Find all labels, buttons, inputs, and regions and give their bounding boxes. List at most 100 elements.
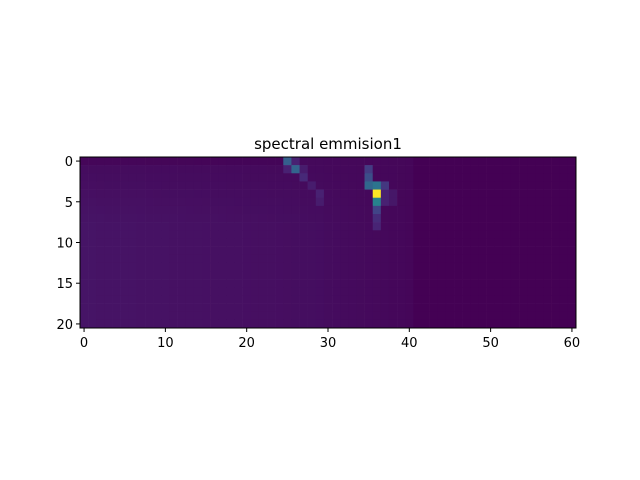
heatmap-cell [218, 311, 227, 321]
y-tick-label: 5 [65, 196, 73, 211]
heatmap-cell [567, 254, 577, 264]
heatmap-cell [429, 246, 439, 256]
heatmap-cell [128, 222, 138, 231]
heatmap-cell [486, 279, 495, 288]
heatmap-cell [454, 205, 463, 215]
heatmap-cell [348, 189, 357, 199]
heatmap-cell [332, 165, 341, 174]
heatmap-cell [445, 279, 455, 288]
heatmap-cell [429, 181, 439, 190]
heatmap-cell [210, 165, 219, 174]
heatmap-cell [291, 173, 300, 182]
heatmap-cell [527, 262, 536, 272]
heatmap-cell [340, 238, 349, 247]
heatmap-cell [437, 230, 447, 239]
heatmap-cell [201, 311, 211, 321]
heatmap-cell [136, 205, 146, 215]
heatmap-cell [283, 254, 292, 264]
heatmap-cell [177, 303, 186, 313]
heatmap-cell [388, 189, 398, 199]
heatmap-cell [112, 271, 121, 280]
heatmap-cell [80, 279, 89, 288]
heatmap-cell [494, 173, 504, 182]
heatmap-cell [413, 319, 422, 329]
heatmap-cell [267, 246, 276, 256]
heatmap-cell [234, 246, 243, 256]
heatmap-cell [161, 173, 170, 182]
heatmap-cell [267, 262, 276, 272]
heatmap-cell [397, 238, 406, 247]
heatmap-cell [153, 319, 162, 329]
heatmap-cell [242, 230, 252, 239]
heatmap-cell [340, 222, 349, 231]
heatmap-cell [413, 303, 422, 313]
heatmap-cell [104, 214, 113, 223]
heatmap-cell [104, 197, 113, 207]
heatmap-cell [104, 238, 113, 247]
heatmap-cell [551, 189, 561, 199]
heatmap-cell [275, 319, 284, 329]
heatmap-cell [551, 205, 561, 215]
heatmap-cell [413, 157, 422, 166]
heatmap-cell [543, 262, 552, 272]
heatmap-cell [299, 214, 308, 223]
heatmap-cell [462, 189, 471, 199]
heatmap-cell [283, 165, 292, 174]
heatmap-cell [527, 157, 536, 166]
heatmap-cell [454, 230, 463, 239]
heatmap-cell [372, 157, 382, 166]
heatmap-cell [193, 246, 203, 256]
heatmap-cell [454, 214, 463, 223]
heatmap-cell [80, 271, 89, 280]
heatmap-cell [136, 254, 146, 264]
heatmap-cell [307, 295, 317, 304]
heatmap-cell [486, 189, 495, 199]
heatmap-cell [307, 319, 317, 329]
heatmap-cell [510, 246, 520, 256]
heatmap-cell [299, 262, 308, 272]
heatmap-cell [364, 165, 374, 174]
heatmap-cell [218, 157, 227, 166]
heatmap-cell [486, 303, 495, 313]
heatmap-cell [104, 303, 113, 313]
heatmap-cell [226, 197, 235, 207]
heatmap-cell [494, 246, 504, 256]
heatmap-cell [356, 287, 365, 296]
heatmap-cell [437, 189, 447, 199]
heatmap-cell [559, 303, 569, 313]
heatmap-cell [185, 295, 195, 304]
heatmap-cell [429, 295, 439, 304]
heatmap-cell [299, 222, 308, 231]
heatmap-cell [210, 238, 219, 247]
heatmap-cell [120, 246, 130, 256]
heatmap-cell [145, 205, 154, 215]
heatmap-cell [267, 254, 276, 264]
heatmap-cell [112, 287, 121, 296]
heatmap-cell [88, 181, 97, 190]
heatmap-cell [478, 222, 487, 231]
heatmap-cell [250, 319, 260, 329]
heatmap-cell [543, 181, 552, 190]
heatmap-cell [470, 246, 479, 256]
heatmap-cell [210, 303, 219, 313]
heatmap-cell [96, 271, 105, 280]
heatmap-cell [519, 205, 528, 215]
heatmap-cell [242, 214, 252, 223]
heatmap-cell [275, 230, 284, 239]
heatmap-cell [429, 222, 439, 231]
heatmap-cell [510, 205, 520, 215]
heatmap-cell [307, 230, 317, 239]
heatmap-cell [445, 295, 455, 304]
heatmap-cell [397, 197, 406, 207]
heatmap-cell [104, 173, 113, 182]
heatmap-cell [161, 214, 170, 223]
heatmap-cell [551, 197, 561, 207]
heatmap-cell [551, 181, 561, 190]
heatmap-cell [291, 222, 300, 231]
heatmap-cell [567, 238, 577, 247]
heatmap-cell [136, 157, 146, 166]
heatmap-cell [380, 189, 390, 199]
heatmap-cell [445, 311, 455, 321]
heatmap-cell [567, 271, 577, 280]
